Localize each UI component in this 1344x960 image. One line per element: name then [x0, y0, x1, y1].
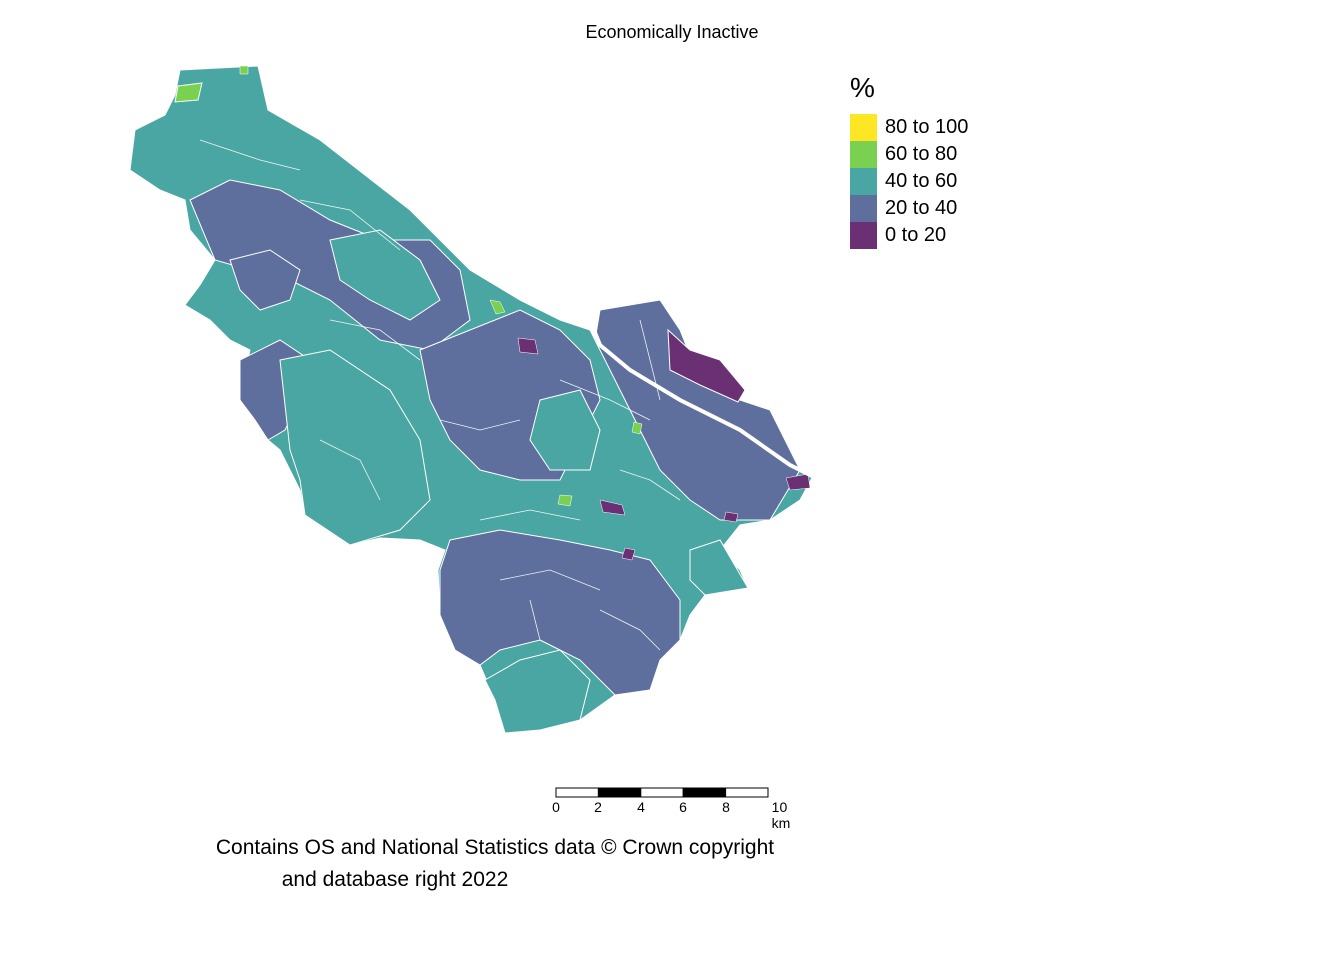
region-0-20-small-2 [599, 499, 626, 516]
region-0-20-small-4 [723, 511, 739, 523]
region-0-20-small-1 [517, 337, 539, 355]
region-40-60-west-patch [279, 349, 431, 546]
legend-label: 40 to 60 [885, 170, 958, 192]
scale-tick-label: 10 km [771, 799, 791, 831]
legend-label: 80 to 100 [885, 116, 969, 138]
region-60-80-small-1 [239, 65, 249, 75]
region-40-60-center-patch [529, 389, 601, 471]
legend-item: 0 to 20 [850, 222, 968, 249]
region-60-80-nw [174, 82, 203, 103]
region-60-80-small-4 [631, 421, 643, 435]
legend-swatch [850, 222, 877, 249]
region-40-60-south-east [689, 539, 749, 596]
region-20-40-sw-patch [229, 249, 301, 311]
scale-tick-label: 0 [552, 799, 560, 815]
region-0-20-small-3 [785, 473, 811, 491]
legend-item: 60 to 80 [850, 141, 968, 168]
region-20-40-south-tip [484, 649, 591, 734]
river [559, 308, 813, 478]
legend-label: 0 to 20 [885, 224, 947, 246]
scale-tick-label: 8 [722, 799, 730, 815]
legend: % 80 to 100 60 to 80 40 to 60 20 to 40 0… [850, 72, 968, 249]
region-0-20-east [667, 328, 746, 403]
legend-swatch [850, 141, 877, 168]
region-20-40-south [439, 529, 681, 696]
region-0-20-small-5 [621, 547, 636, 561]
legend-swatch [850, 195, 877, 222]
credit-line-2: and database right 2022 [281, 868, 509, 891]
scale-bar: 0 2 4 6 8 10 km [552, 786, 795, 831]
scale-tick-label: 6 [679, 799, 687, 815]
credit-line-1: Contains OS and National Statistics data… [215, 836, 775, 859]
boundary-lines [199, 139, 681, 651]
legend-item: 80 to 100 [850, 114, 968, 141]
credit: Contains OS and National Statistics data… [200, 832, 790, 896]
legend-swatch [850, 168, 877, 195]
legend-title: % [850, 72, 875, 103]
map-title: Economically Inactive [585, 22, 759, 42]
legend-label: 60 to 80 [885, 143, 958, 165]
scale-tick-label: 4 [637, 799, 645, 815]
scale-bar-graphic [555, 787, 769, 798]
region-60-80-small-2 [489, 299, 506, 315]
legend-label: 20 to 40 [885, 197, 958, 219]
legend-item: 20 to 40 [850, 195, 968, 222]
region-40-60-north-patch [329, 229, 441, 321]
legend-item: 40 to 60 [850, 168, 968, 195]
scale-tick-label: 2 [594, 799, 602, 815]
region-60-80-small-3 [557, 494, 573, 507]
legend-swatch [850, 114, 877, 141]
